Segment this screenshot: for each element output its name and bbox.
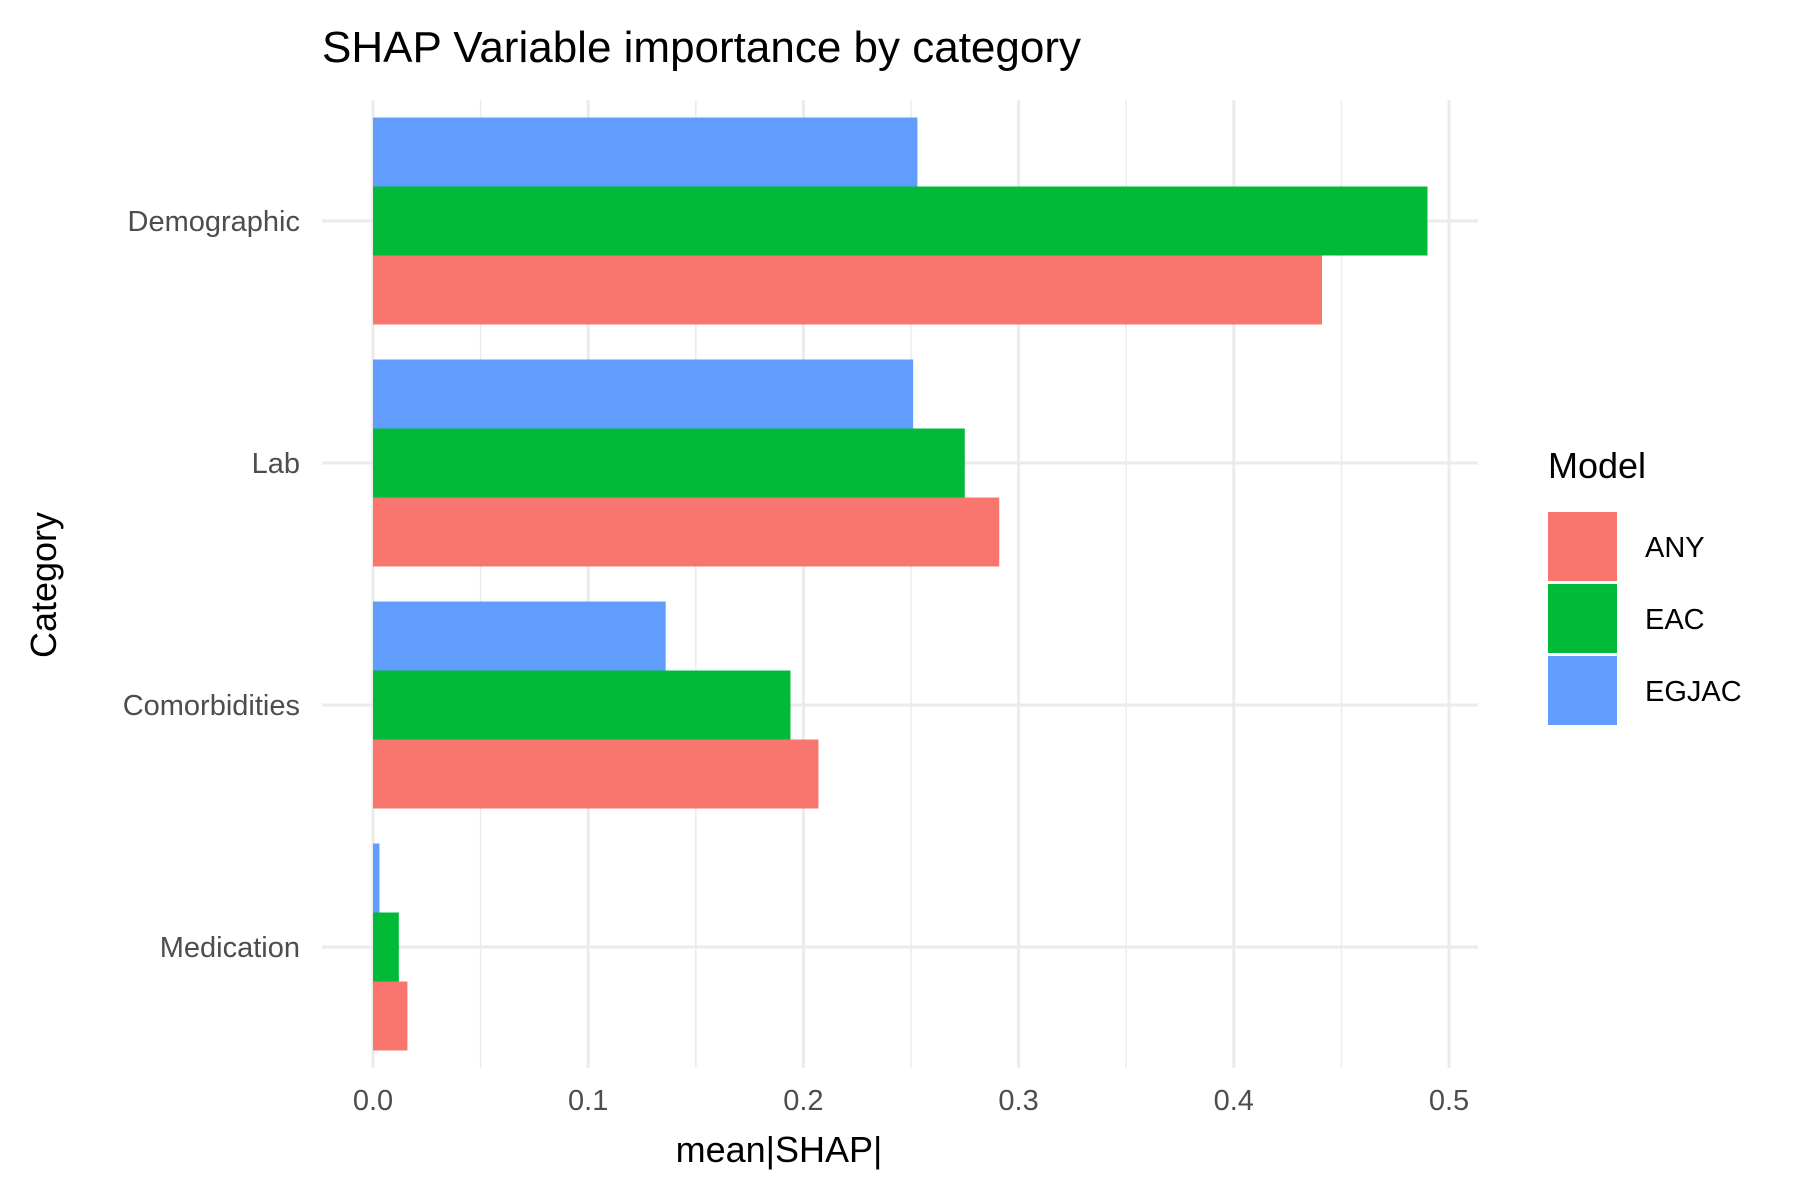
legend-key-egjac — [1548, 656, 1617, 725]
bar-demographic-eac — [373, 186, 1428, 256]
legend-label-eac: EAC — [1645, 604, 1705, 636]
x-tick-label: 0.3 — [998, 1085, 1038, 1117]
legend-title: Model — [1548, 445, 1646, 486]
x-axis-ticks: 0.0 0.1 0.2 0.3 0.4 0.5 — [353, 1085, 1469, 1117]
legend-key-eac — [1548, 584, 1617, 653]
bar-demographic-egjac — [373, 117, 918, 187]
x-tick-label: 0.4 — [1214, 1085, 1254, 1117]
bar-lab-egjac — [373, 359, 914, 429]
y-axis-title: Category — [23, 512, 64, 658]
legend-label-egjac: EGJAC — [1645, 676, 1742, 708]
y-tick-label-lab: Lab — [252, 448, 300, 480]
bars — [373, 117, 1428, 1051]
bar-demographic-any — [373, 255, 1323, 325]
x-tick-label: 0.2 — [783, 1085, 823, 1117]
x-axis-title: mean|SHAP| — [676, 1129, 883, 1170]
bar-medication-egjac — [373, 843, 380, 913]
bar-lab-eac — [373, 428, 965, 498]
bar-comorbidities-egjac — [373, 601, 666, 671]
chart-title: SHAP Variable importance by category — [322, 23, 1081, 72]
legend-label-any: ANY — [1645, 532, 1705, 564]
y-tick-label-medication: Medication — [160, 932, 300, 964]
y-tick-label-comorbidities: Comorbidities — [123, 690, 300, 722]
x-tick-label: 0.5 — [1429, 1085, 1469, 1117]
bar-comorbidities-eac — [373, 670, 791, 740]
bar-comorbidities-any — [373, 739, 819, 809]
legend: Model ANY EAC EGJAC — [1548, 445, 1742, 725]
bar-medication-eac — [373, 912, 399, 982]
x-tick-label: 0.1 — [568, 1085, 608, 1117]
bar-lab-any — [373, 497, 1000, 567]
x-tick-label: 0.0 — [353, 1085, 393, 1117]
legend-key-any — [1548, 512, 1617, 581]
y-tick-label-demographic: Demographic — [128, 206, 300, 238]
bar-medication-any — [373, 981, 408, 1051]
y-axis-ticks: Demographic Lab Comorbidities Medication — [123, 206, 300, 964]
